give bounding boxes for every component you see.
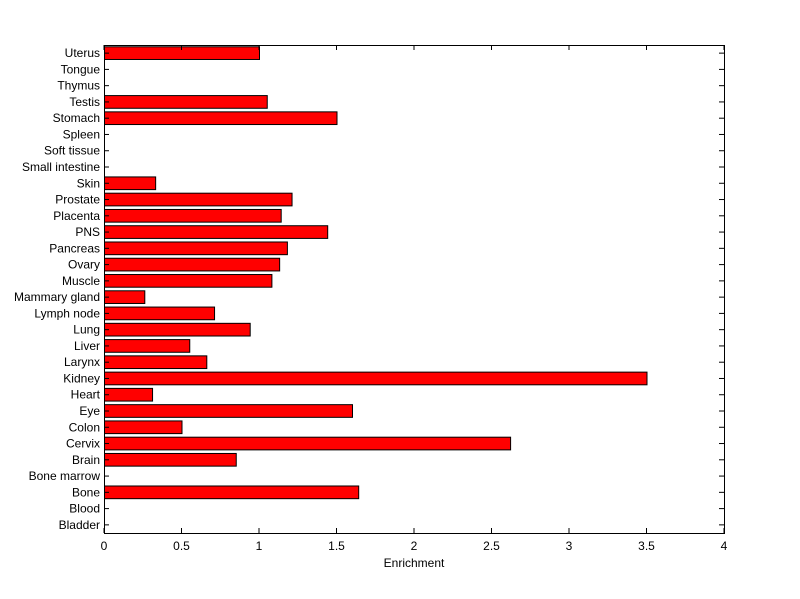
category-label: Bone — [72, 485, 100, 499]
bar-prostate — [104, 192, 293, 207]
category-label: Pancreas — [49, 241, 100, 255]
bar-larynx — [104, 355, 208, 370]
x-tick-label: 1 — [256, 539, 263, 553]
x-tick-label: 2 — [411, 539, 418, 553]
category-label: Small intestine — [22, 160, 100, 174]
category-label: PNS — [75, 225, 100, 239]
category-label: Blood — [69, 502, 100, 516]
category-label: Lymph node — [34, 306, 100, 320]
bar-heart — [104, 387, 154, 402]
x-tick-label: 1.5 — [328, 539, 345, 553]
bar-colon — [104, 420, 183, 435]
x-tick-label: 0.5 — [173, 539, 190, 553]
category-label: Skin — [77, 176, 100, 190]
bar-pns — [104, 225, 329, 239]
category-label: Muscle — [62, 274, 100, 288]
bar-mammary-gland — [104, 290, 146, 304]
bar-brain — [104, 452, 237, 467]
category-label: Testis — [69, 95, 100, 109]
category-label: Soft tissue — [44, 144, 100, 158]
x-tick-label: 4 — [721, 539, 728, 553]
x-axis-label: Enrichment — [384, 556, 445, 570]
category-label: Liver — [74, 339, 100, 353]
category-label: Thymus — [57, 79, 100, 93]
category-label: Brain — [72, 453, 100, 467]
plot-frame — [104, 45, 725, 534]
category-label: Kidney — [63, 371, 100, 385]
bar-pancreas — [104, 241, 288, 256]
category-label: Larynx — [64, 355, 100, 369]
bar-liver — [104, 339, 191, 353]
bar-testis — [104, 95, 268, 109]
bar-placenta — [104, 208, 282, 223]
category-label: Cervix — [66, 437, 100, 451]
bar-kidney — [104, 371, 648, 386]
x-tick-label: 3 — [566, 539, 573, 553]
bars-group — [104, 46, 648, 500]
category-labels-group: Bladder Blood Bone Bone marrow Brain Cervix Co… — [14, 46, 101, 532]
category-label: Spleen — [63, 127, 100, 141]
bar-cervix — [104, 436, 512, 451]
category-label: Uterus — [65, 46, 100, 60]
category-label: Stomach — [53, 111, 100, 125]
category-label: Bone marrow — [29, 469, 101, 483]
category-label: Ovary — [68, 258, 100, 272]
category-label: Eye — [79, 404, 100, 418]
bar-eye — [104, 404, 353, 418]
x-tick-label: 0 — [101, 539, 108, 553]
bar-stomach — [104, 111, 338, 126]
bar-lymph-node — [104, 306, 216, 321]
bar-lung — [104, 322, 251, 337]
x-tick-label: 2.5 — [483, 539, 500, 553]
category-label: Lung — [73, 323, 100, 337]
category-label: Bladder — [59, 518, 100, 532]
bar-bone — [104, 485, 360, 500]
category-label: Heart — [71, 388, 101, 402]
bar-ovary — [104, 257, 281, 272]
category-label: Colon — [69, 420, 100, 434]
category-label: Mammary gland — [14, 290, 100, 304]
x-tick-labels-group: 0 0.5 1 1.5 2 2.5 3 3.5 4 — [101, 539, 728, 553]
bar-skin — [104, 176, 157, 191]
x-tick-label: 3.5 — [638, 539, 655, 553]
category-label: Prostate — [55, 193, 100, 207]
category-label: Placenta — [53, 209, 100, 223]
category-label: Tongue — [61, 62, 101, 76]
bar-muscle — [104, 274, 273, 288]
